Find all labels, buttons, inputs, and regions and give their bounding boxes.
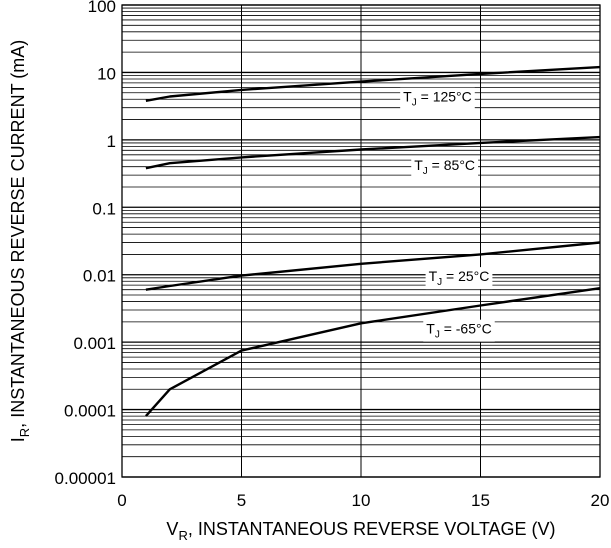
y-tick-label: 0.01 (83, 267, 116, 286)
series-label-main: T (414, 157, 423, 173)
y-tick-label: 10 (97, 64, 116, 83)
series-label: TJ = -65°C (426, 321, 491, 341)
y-tick-label: 0.0001 (64, 402, 116, 421)
y-tick-label: 0.00001 (55, 469, 116, 488)
series-label-main: T (426, 321, 435, 337)
y-tick-label: 0.001 (73, 334, 116, 353)
series-label-rest: = 25°C (442, 268, 489, 284)
plot-frame (121, 4, 601, 478)
series-labels: TJ = 125°CTJ = 85°CTJ = 25°CTJ = -65°C (400, 87, 495, 342)
y-tick-label: 100 (88, 0, 116, 16)
x-axis-label: VR, INSTANTANEOUS REVERSE VOLTAGE (V) (166, 519, 555, 543)
series-label: TJ = 125°C (403, 89, 472, 109)
series-label-background (423, 319, 495, 342)
x-tick-label: 5 (237, 491, 246, 510)
y-axis-label-main: I (8, 437, 28, 442)
series-label-sub: J (437, 277, 442, 288)
series-line (145, 135, 601, 170)
series-label-background (425, 267, 493, 290)
x-axis-label-sub: R (178, 528, 187, 543)
series-label-main: T (429, 268, 438, 284)
series-label-rest: = 85°C (428, 157, 475, 173)
series-line (145, 241, 601, 291)
x-tick-label: 15 (471, 491, 490, 510)
x-tick-label: 20 (591, 491, 610, 510)
series-label-sub: J (423, 166, 428, 177)
series-label-background (411, 155, 479, 178)
series-line (145, 65, 601, 102)
y-axis-label: IR, INSTANTANEOUS REVERSE CURRENT (mA) (8, 40, 32, 442)
series-label-background (400, 87, 475, 110)
series-line (145, 287, 601, 417)
series-label: TJ = 25°C (429, 268, 490, 288)
x-axis-label-main: V (166, 519, 178, 539)
y-axis-label-rest: , INSTANTANEOUS REVERSE CURRENT (mA) (8, 40, 28, 428)
series-label-rest: = 125°C (417, 89, 472, 105)
series-label: TJ = 85°C (414, 157, 475, 177)
y-tick-labels: 100 10 1 0.1 0.01 0.001 0.0001 0.00001 (55, 0, 116, 488)
y-axis-label-sub: R (17, 428, 32, 437)
y-tick-label: 0.1 (92, 199, 116, 218)
x-tick-label: 10 (352, 491, 371, 510)
x-axis-label-rest: , INSTANTANEOUS REVERSE VOLTAGE (V) (188, 519, 556, 539)
y-tick-label: 1 (107, 132, 116, 151)
x-tick-label: 0 (117, 491, 126, 510)
series-label-main: T (403, 89, 412, 105)
x-tick-labels: 0 5 10 15 20 (117, 491, 609, 510)
series-label-sub: J (412, 98, 417, 109)
series-label-rest: = -65°C (440, 321, 492, 337)
series-label-sub: J (435, 330, 440, 341)
series-lines (145, 65, 601, 417)
